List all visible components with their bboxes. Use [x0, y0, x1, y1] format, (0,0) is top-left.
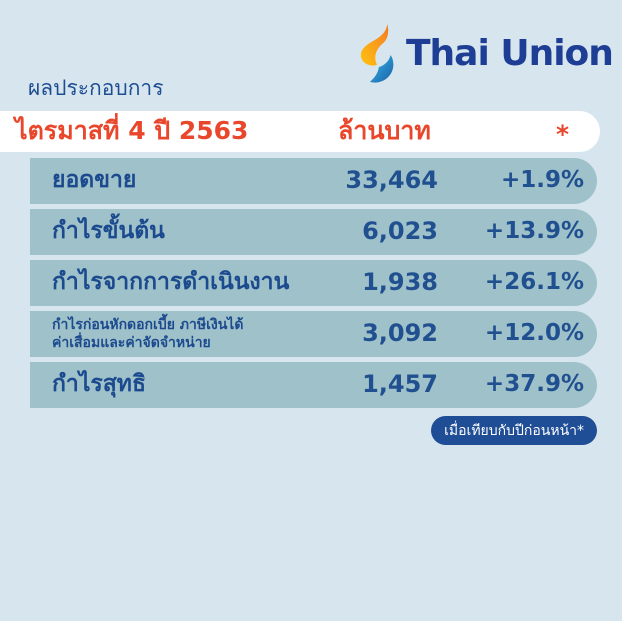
footnote-badge: เมื่อเทียบกับปีก่อนหน้า* — [431, 416, 597, 445]
table-row-net-profit: กำไรสุทธิ 1,457 +37.9% — [30, 362, 597, 408]
row-label: กำไรสุทธิ — [52, 370, 146, 397]
header-asterisk: * — [556, 119, 570, 149]
row-label-line2: ค่าเสื่อมและค่าจัดจำหน่าย — [52, 335, 211, 351]
results-table: ยอดขาย 33,464 +1.9% กำไรขั้นต้น 6,023 +1… — [30, 158, 597, 413]
row-value: 33,464 — [345, 166, 438, 195]
row-value: 6,023 — [362, 217, 438, 246]
row-value: 1,457 — [362, 370, 438, 399]
page-title: ผลประกอบการ — [28, 76, 164, 100]
row-label: ยอดขาย — [52, 166, 137, 193]
row-change: +26.1% — [484, 269, 584, 296]
row-change: +37.9% — [484, 371, 584, 398]
row-label: กำไรก่อนหักดอกเบี้ย ภาษีเงินได้ ค่าเสื่อ… — [52, 316, 243, 352]
header-unit: ล้านบาท — [338, 115, 431, 145]
row-label: กำไรขั้นต้น — [52, 217, 165, 244]
row-label-line1: กำไรก่อนหักดอกเบี้ย ภาษีเงินได้ — [52, 316, 244, 333]
thai-union-flame-icon — [360, 24, 394, 83]
table-header-bar: ไตรมาสที่ 4 ปี 2563 ล้านบาท * — [0, 111, 600, 152]
thai-union-logo: Thai Union — [358, 24, 614, 84]
table-row-sales: ยอดขาย 33,464 +1.9% — [30, 158, 597, 204]
table-row-ebitda: กำไรก่อนหักดอกเบี้ย ภาษีเงินได้ ค่าเสื่อ… — [30, 311, 597, 357]
row-change: +13.9% — [484, 218, 584, 245]
brand-name: Thai Union — [406, 33, 614, 74]
row-label: กำไรจากการดำเนินงาน — [52, 268, 290, 295]
row-value: 3,092 — [362, 319, 438, 348]
row-value: 1,938 — [362, 268, 438, 297]
table-row-operating-profit: กำไรจากการดำเนินงาน 1,938 +26.1% — [30, 260, 597, 306]
row-change: +12.0% — [484, 320, 584, 347]
header-period: ไตรมาสที่ 4 ปี 2563 — [15, 115, 249, 145]
table-row-gross-profit: กำไรขั้นต้น 6,023 +13.9% — [30, 209, 597, 255]
row-change: +1.9% — [500, 167, 584, 194]
